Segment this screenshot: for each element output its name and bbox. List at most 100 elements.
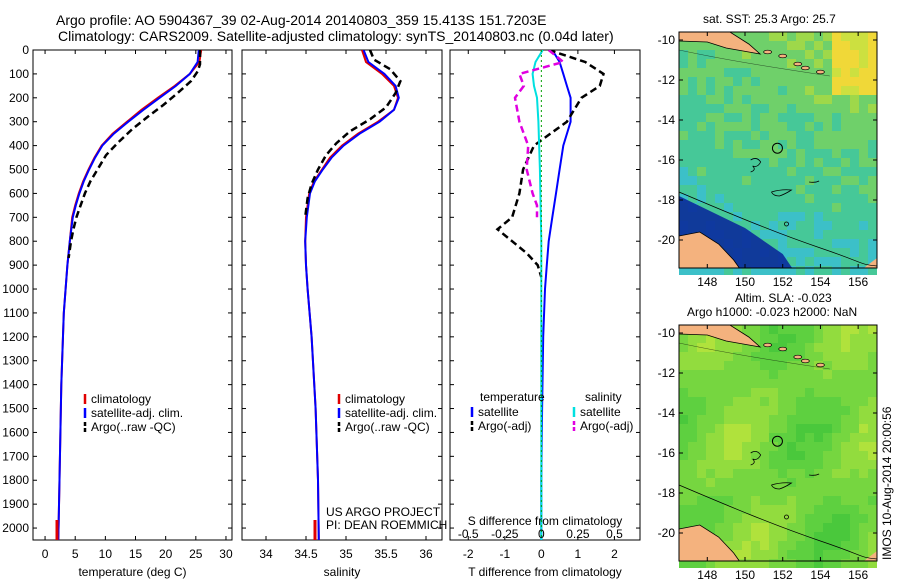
map-cell <box>832 559 841 568</box>
map-cell <box>733 113 742 122</box>
map-cell <box>868 167 877 176</box>
lon-tick-label: 156 <box>848 275 868 289</box>
map-cell <box>760 559 769 568</box>
legend-label: Argo(..raw -QC) <box>345 420 430 434</box>
map-cell <box>814 532 823 541</box>
map-cell <box>706 343 715 352</box>
map-cell <box>841 212 850 221</box>
map-cell <box>742 158 751 167</box>
map-cell <box>751 149 760 158</box>
map-cell <box>796 496 805 505</box>
map-cell <box>751 550 760 559</box>
map-cell <box>751 131 760 140</box>
map-cell <box>832 113 841 122</box>
map-cell <box>841 496 850 505</box>
map-cell <box>769 113 778 122</box>
map-cell <box>796 487 805 496</box>
map-cell <box>850 131 859 140</box>
map-cell <box>832 86 841 95</box>
map-cell <box>742 352 751 361</box>
map-cell <box>805 77 814 86</box>
map-cell <box>715 559 724 568</box>
map-cell <box>706 415 715 424</box>
map-cell <box>697 505 706 514</box>
map-cell <box>805 532 814 541</box>
map-cell <box>823 433 832 442</box>
map-cell <box>868 41 877 50</box>
map-cell <box>760 379 769 388</box>
map-cell <box>796 514 805 523</box>
map-cell <box>814 460 823 469</box>
series-line-3-4 <box>513 50 566 218</box>
map-cell <box>697 334 706 343</box>
map-cell <box>724 370 733 379</box>
map-cell <box>742 550 751 559</box>
map-cell <box>868 478 877 487</box>
map-cell <box>841 451 850 460</box>
map-cell <box>823 514 832 523</box>
y-tick-label: 300 <box>9 115 29 129</box>
map-cell <box>796 239 805 248</box>
map-cell <box>697 379 706 388</box>
map-cell <box>841 194 850 203</box>
map-cell <box>760 158 769 167</box>
map-cell <box>823 442 832 451</box>
map-cell <box>715 95 724 104</box>
x-tick-label: 0 <box>42 547 49 561</box>
map-cell <box>814 496 823 505</box>
y-tick-label: 1300 <box>2 354 29 368</box>
map-cell <box>796 131 805 140</box>
map-cell <box>751 379 760 388</box>
map-cell <box>715 460 724 469</box>
map-cell <box>688 122 697 131</box>
map-cell <box>778 158 787 167</box>
map-cell <box>778 532 787 541</box>
map-cell <box>787 478 796 487</box>
map-cell <box>814 86 823 95</box>
map-cell <box>697 487 706 496</box>
map-cell <box>679 424 688 433</box>
map-cell <box>814 379 823 388</box>
y-tick-label: 500 <box>9 163 29 177</box>
map-cell <box>787 406 796 415</box>
map-cell <box>859 230 868 239</box>
map-cell <box>751 59 760 68</box>
map-cell <box>859 140 868 149</box>
map-cell <box>841 415 850 424</box>
map-cell <box>832 334 841 343</box>
map-cell <box>715 167 724 176</box>
lat-tick-label: -16 <box>658 153 676 167</box>
map-cell <box>823 32 832 41</box>
map-cell <box>850 370 859 379</box>
map-cell <box>850 248 859 257</box>
map-cell <box>778 140 787 149</box>
map-cell <box>733 487 742 496</box>
map-cell <box>715 379 724 388</box>
map-cell <box>787 370 796 379</box>
map-cell <box>742 212 751 221</box>
map-cell <box>796 541 805 550</box>
map-cell <box>787 496 796 505</box>
map-cell <box>841 221 850 230</box>
map-cell <box>823 176 832 185</box>
map-cell <box>688 113 697 122</box>
map-cell <box>706 59 715 68</box>
map-cell <box>796 460 805 469</box>
series-line-2-2 <box>304 50 400 540</box>
map-cell <box>706 370 715 379</box>
map-cell <box>688 415 697 424</box>
reef-outline <box>771 189 793 197</box>
map-cell <box>823 59 832 68</box>
map-cell <box>787 460 796 469</box>
map-cell <box>814 221 823 230</box>
map-cell <box>841 131 850 140</box>
map-cell <box>715 185 724 194</box>
map-cell <box>868 248 877 257</box>
map-cell <box>805 325 814 334</box>
map-cell <box>787 176 796 185</box>
map-cell <box>697 113 706 122</box>
map-cell <box>787 541 796 550</box>
diff-legend-heading: salinity <box>585 390 622 404</box>
